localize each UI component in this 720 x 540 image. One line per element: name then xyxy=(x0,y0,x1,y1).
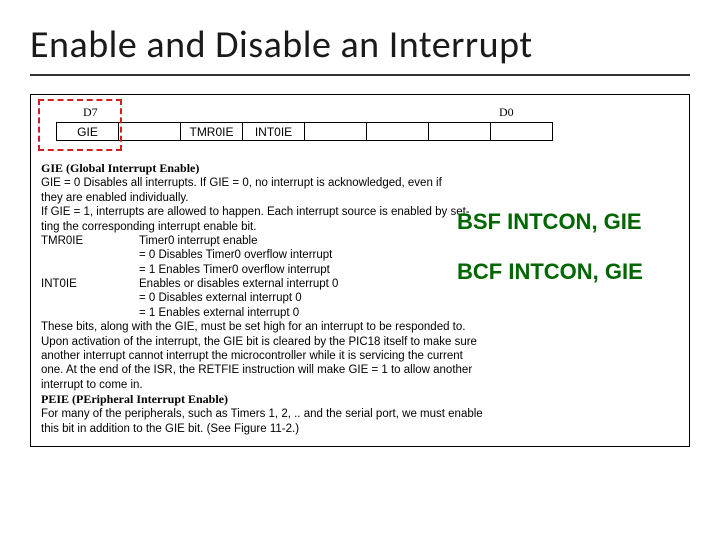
gie-line4: ting the corresponding interrupt enable … xyxy=(41,221,256,233)
para2a: These bits, along with the GIE, must be … xyxy=(41,321,465,333)
bit-table: GIE TMR0IE INT0IE xyxy=(56,122,553,141)
bit-header-row: D7 D0 GIE TMR0IE INT0IE xyxy=(41,105,679,149)
int0ie-eq0: = 0 Disables external interrupt 0 xyxy=(139,291,679,305)
gie-line2: they are enabled individually. xyxy=(41,192,188,204)
bit-cell-6 xyxy=(429,123,491,141)
slide: Enable and Disable an Interrupt D7 D0 GI… xyxy=(0,0,720,540)
peie-line2: this bit in addition to the GIE bit. (Se… xyxy=(41,423,299,435)
tmr0ie-label: TMR0IE xyxy=(41,234,139,248)
content-box: D7 D0 GIE TMR0IE INT0IE GIE (Global Inte… xyxy=(30,94,690,447)
int0ie-eq1: = 1 Enables external interrupt 0 xyxy=(139,306,679,320)
bit-cell-1 xyxy=(119,123,181,141)
asm-bsf: BSF INTCON, GIE xyxy=(457,209,642,235)
para2d: one. At the end of the ISR, the RETFIE i… xyxy=(41,364,472,376)
int0ie-desc: Enables or disables external interrupt 0 xyxy=(139,277,338,291)
slide-title: Enable and Disable an Interrupt xyxy=(30,0,690,76)
tmr0ie-desc: Timer0 interrupt enable xyxy=(139,234,257,248)
gie-line3: If GIE = 1, interrupts are allowed to ha… xyxy=(41,206,470,218)
bit-cell-tmr0ie: TMR0IE xyxy=(181,123,243,141)
body-text: GIE (Global Interrupt Enable) GIE = 0 Di… xyxy=(41,161,679,436)
peie-heading: PEIE (PEripheral Interrupt Enable) xyxy=(41,392,228,406)
bit-cell-4 xyxy=(305,123,367,141)
bit-cell-5 xyxy=(367,123,429,141)
bit-cell-int0ie: INT0IE xyxy=(243,123,305,141)
peie-line1: For many of the peripherals, such as Tim… xyxy=(41,408,483,420)
asm-bcf: BCF INTCON, GIE xyxy=(457,259,643,285)
d7-label: D7 xyxy=(83,105,98,120)
d0-label: D0 xyxy=(499,105,514,120)
bit-cell-gie: GIE xyxy=(57,123,119,141)
gie-heading: GIE (Global Interrupt Enable) xyxy=(41,161,199,175)
gie-line1: GIE = 0 Disables all interrupts. If GIE … xyxy=(41,177,442,189)
bit-cell-7 xyxy=(491,123,553,141)
para2b: Upon activation of the interrupt, the GI… xyxy=(41,336,477,348)
para2e: interrupt to come in. xyxy=(41,379,143,391)
int0ie-label: INT0IE xyxy=(41,277,139,291)
para2c: another interrupt cannot interrupt the m… xyxy=(41,350,463,362)
